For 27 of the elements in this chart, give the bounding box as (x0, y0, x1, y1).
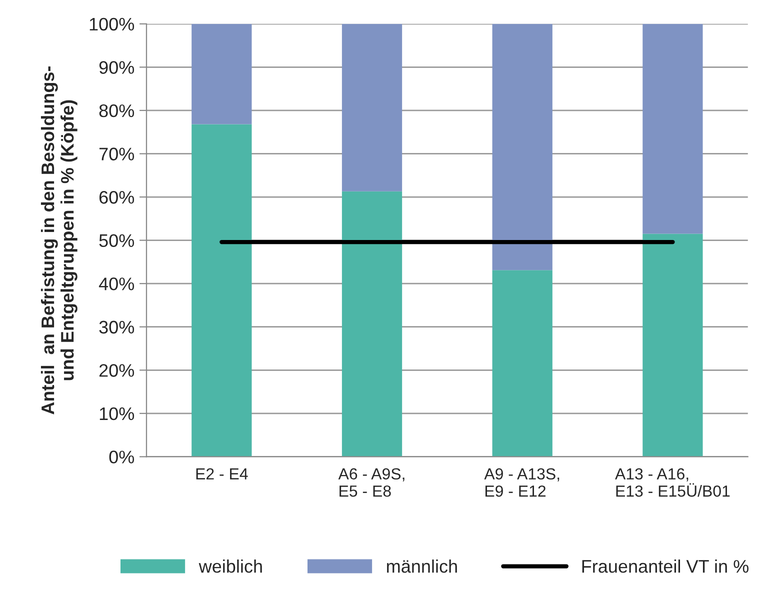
y-tick-label: 40% (98, 278, 134, 290)
y-tick-label: 20% (99, 364, 134, 377)
legend-label: weiblich (198, 560, 262, 573)
y-tick-label: 80% (99, 104, 134, 118)
y-tick-label: 100% (90, 18, 134, 31)
bar (342, 191, 402, 457)
x-tick-label: A13 - A16, E13 - E15Ü/B01 (615, 468, 730, 497)
bar (342, 24, 402, 192)
y-tick-label: 70% (99, 148, 134, 160)
y-tick-label: 50% (99, 234, 134, 248)
x-tick-label: A9 - A13S, E9 - E12 (484, 468, 560, 497)
y-tick-label: 60% (99, 190, 134, 204)
bar (492, 270, 552, 457)
y-tick-label: 0% (109, 450, 134, 464)
y-axis-title: Anteil an Befristung in den Besoldungs- und Entgeltgruppen in % (Köpfe) (40, 66, 78, 414)
y-tick-label: 10% (100, 407, 134, 420)
bar (492, 24, 552, 270)
bar (192, 124, 252, 457)
bar (642, 24, 703, 234)
legend-label: männlich (387, 560, 457, 573)
bar (192, 24, 252, 124)
y-tick-label: 90% (99, 61, 134, 74)
legend-label: Frauenanteil VT in % (582, 560, 748, 573)
bar (642, 234, 703, 457)
x-tick-label: A6 - A9S, E5 - E8 (338, 468, 404, 497)
x-tick-label: E2 - E4 (196, 468, 248, 480)
y-tick-label: 30% (99, 320, 134, 334)
